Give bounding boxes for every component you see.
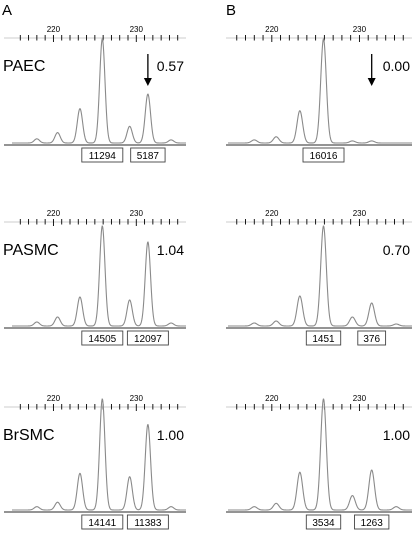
tick-label: 230 (130, 209, 144, 218)
panel-b-2: 220 230 0.70 1451 376 (226, 209, 412, 346)
tick-label: 220 (47, 209, 61, 218)
panel-b-3: 220 230 1.00 3534 1263 (226, 394, 412, 530)
peak-area-box (354, 514, 390, 530)
peak-area-value: 16016 (310, 151, 338, 162)
panel-a-3: 220 230 BrSMC 1.00 14141 11383 (3, 394, 186, 530)
panel-a-2: 220 230 PASMC 1.04 14505 12097 (3, 209, 186, 346)
cell-type-label: BrSMC (3, 427, 55, 444)
peak-area-value: 3534 (312, 518, 335, 529)
trace-line (228, 225, 412, 327)
panel-a-1: 220 230 PAEC 0.57 11294 5187 (3, 25, 186, 163)
cell-type-label: PASMC (3, 242, 59, 259)
tick-label: 220 (47, 25, 61, 34)
peak-area-box (81, 330, 124, 346)
peak-area-value: 11383 (134, 518, 162, 529)
peak-area-box (126, 330, 169, 346)
tick-label: 230 (353, 209, 367, 218)
arrow-head-icon (367, 78, 376, 86)
peak-area-value: 1451 (312, 334, 335, 345)
peak-area-box (357, 330, 387, 346)
peak-area-value: 11294 (89, 151, 117, 162)
peak-area-box (302, 147, 345, 163)
arrow-head-icon (143, 78, 152, 86)
ratio-value: 0.00 (383, 58, 410, 74)
cell-type-label: PAEC (3, 58, 45, 75)
tick-label: 230 (353, 394, 367, 403)
panel-letter-b: B (226, 2, 236, 19)
peak-area-box (81, 147, 124, 163)
tick-label: 220 (265, 394, 279, 403)
ratio-value: 1.00 (157, 427, 184, 443)
tick-label: 220 (265, 25, 279, 34)
peak-area-value: 376 (363, 334, 380, 345)
peak-area-box (305, 514, 342, 530)
ratio-value: 0.57 (157, 58, 184, 74)
peak-area-value: 5187 (137, 151, 160, 162)
trace-panels: 220 230 PAEC 0.57 11294 5187 220 230 PASMC 1.04 14… (3, 25, 412, 530)
ratio-value: 0.70 (383, 242, 410, 258)
tick-label: 230 (353, 25, 367, 34)
peak-area-box (81, 514, 124, 530)
tick-label: 220 (265, 209, 279, 218)
ratio-value: 1.00 (383, 427, 410, 443)
peak-area-value: 12097 (134, 334, 162, 345)
tick-label: 230 (130, 394, 144, 403)
trace-line (12, 225, 186, 327)
peak-area-box (305, 330, 342, 346)
trace-line (228, 38, 412, 144)
trace-line (228, 398, 412, 511)
panel-b-1: 220 230 0.00 16016 (226, 25, 412, 163)
panel-letter-a: A (2, 2, 12, 19)
tick-label: 230 (130, 25, 144, 34)
peak-area-value: 14141 (88, 518, 116, 529)
tick-label: 220 (47, 394, 61, 403)
trace-line (12, 38, 186, 144)
ratio-value: 1.04 (157, 242, 184, 258)
peak-area-box (130, 147, 166, 163)
trace-line (12, 398, 186, 511)
peak-area-value: 1263 (361, 518, 384, 529)
peak-area-box (126, 514, 169, 530)
peak-area-value: 14505 (88, 334, 116, 345)
